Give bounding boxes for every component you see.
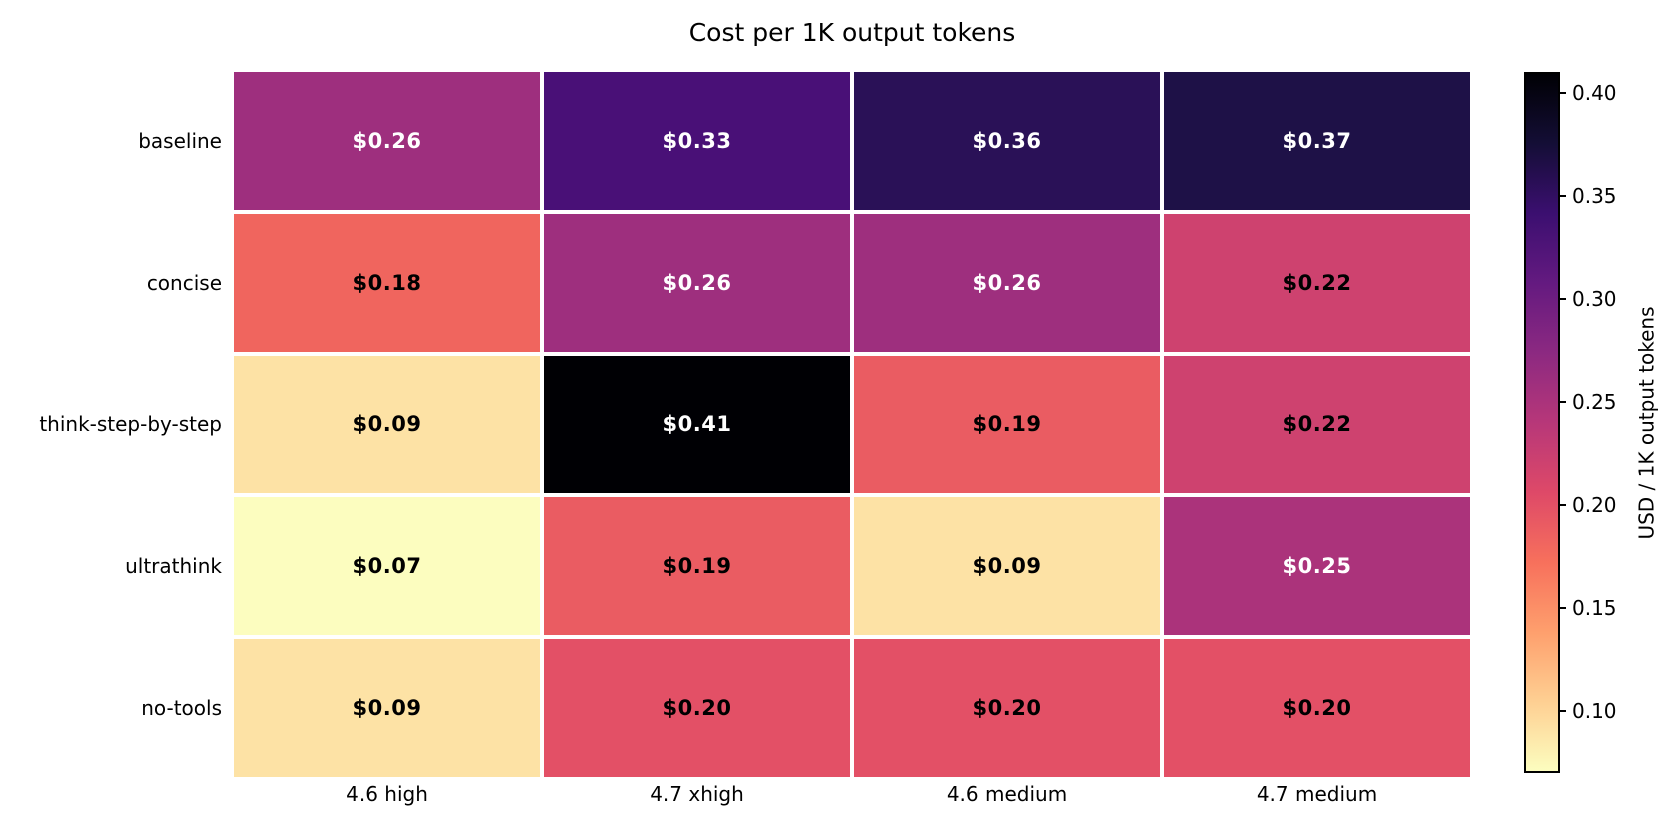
colorbar-tick: 0.25 — [1558, 390, 1617, 414]
colorbar-tick: 0.30 — [1558, 287, 1617, 311]
chart-title: Cost per 1K output tokens — [688, 18, 1016, 47]
tick-label: 0.10 — [1572, 699, 1617, 724]
heatmap-cell: $0.33 — [544, 72, 850, 210]
tick-mark — [1558, 297, 1566, 300]
cell-value-label: $0.18 — [352, 270, 422, 295]
heatmap-cell: $0.09 — [854, 497, 1160, 636]
heatmap-cell: $0.18 — [234, 213, 540, 352]
cell-value-label: $0.25 — [1282, 554, 1352, 579]
colorbar-axis-label-wrap: USD / 1K output tokens — [1618, 72, 1676, 773]
tick-label: 0.20 — [1572, 492, 1617, 517]
heatmap-cell: $0.37 — [1164, 72, 1470, 210]
col-label-4.7-medium: 4.7 medium — [1256, 782, 1378, 806]
row-label-ultrathink: ultrathink — [125, 554, 222, 578]
cell-value-label: $0.26 — [972, 270, 1042, 295]
row-label-concise: concise — [146, 271, 222, 295]
tick-label: 0.35 — [1572, 183, 1617, 208]
cell-value-label: $0.22 — [1282, 270, 1352, 295]
heatmap-cell: $0.25 — [1164, 497, 1470, 636]
tick-label: 0.40 — [1572, 80, 1617, 105]
colorbar-axis-label: USD / 1K output tokens — [1635, 305, 1659, 540]
colorbar-tick: 0.35 — [1558, 184, 1617, 208]
col-label-4.7-xhigh: 4.7 xhigh — [650, 782, 744, 806]
cell-value-label: $0.20 — [1282, 696, 1352, 721]
heatmap-cell: $0.22 — [1164, 355, 1470, 494]
heatmap-cell: $0.41 — [544, 355, 850, 494]
heatmap-grid: $0.26 $0.33 $0.36 $0.37 $0.18 $0.26 $0.2… — [234, 72, 1470, 777]
colorbar-tick: 0.40 — [1558, 81, 1617, 105]
cell-value-label: $0.36 — [972, 128, 1042, 153]
tick-mark — [1558, 400, 1566, 403]
heatmap-cell: $0.09 — [234, 355, 540, 494]
cell-value-label: $0.26 — [662, 270, 732, 295]
tick-mark — [1558, 91, 1566, 94]
heatmap-cell: $0.09 — [234, 639, 540, 777]
cell-value-label: $0.09 — [352, 412, 422, 437]
cell-value-label: $0.22 — [1282, 412, 1352, 437]
heatmap-cell: $0.20 — [854, 639, 1160, 777]
tick-label: 0.30 — [1572, 286, 1617, 311]
tick-label: 0.15 — [1572, 596, 1617, 621]
colorbar-tick: 0.15 — [1558, 596, 1617, 620]
heatmap-cell: $0.22 — [1164, 213, 1470, 352]
tick-label: 0.25 — [1572, 389, 1617, 414]
colorbar-tick: 0.10 — [1558, 699, 1617, 723]
cell-value-label: $0.33 — [662, 128, 732, 153]
heatmap-cell: $0.20 — [1164, 639, 1470, 777]
tick-mark — [1558, 194, 1566, 197]
cell-value-label: $0.09 — [972, 554, 1042, 579]
cell-value-label: $0.20 — [662, 696, 732, 721]
cell-value-label: $0.09 — [352, 696, 422, 721]
cell-value-label: $0.37 — [1282, 128, 1352, 153]
heatmap-cell: $0.26 — [234, 72, 540, 210]
heatmap-cell: $0.19 — [854, 355, 1160, 494]
heatmap-cell: $0.20 — [544, 639, 850, 777]
colorbar — [1524, 72, 1560, 773]
heatmap-cell: $0.19 — [544, 497, 850, 636]
tick-mark — [1558, 710, 1566, 713]
cell-value-label: $0.41 — [662, 412, 732, 437]
row-label-think-step-by-step: think-step-by-step — [39, 412, 222, 436]
tick-mark — [1558, 607, 1566, 610]
colorbar-tick: 0.20 — [1558, 493, 1617, 517]
cell-value-label: $0.19 — [972, 412, 1042, 437]
cell-value-label: $0.07 — [352, 554, 422, 579]
cell-value-label: $0.20 — [972, 696, 1042, 721]
cell-value-label: $0.19 — [662, 554, 732, 579]
row-label-baseline: baseline — [138, 129, 222, 153]
row-label-no-tools: no-tools — [141, 696, 222, 720]
heatmap-cell: $0.26 — [544, 213, 850, 352]
col-label-4.6-high: 4.6 high — [346, 782, 428, 806]
heatmap-cell: $0.26 — [854, 213, 1160, 352]
tick-mark — [1558, 503, 1566, 506]
col-label-4.6-medium: 4.6 medium — [946, 782, 1068, 806]
heatmap-cell: $0.07 — [234, 497, 540, 636]
cell-value-label: $0.26 — [352, 128, 422, 153]
heatmap-cell: $0.36 — [854, 72, 1160, 210]
